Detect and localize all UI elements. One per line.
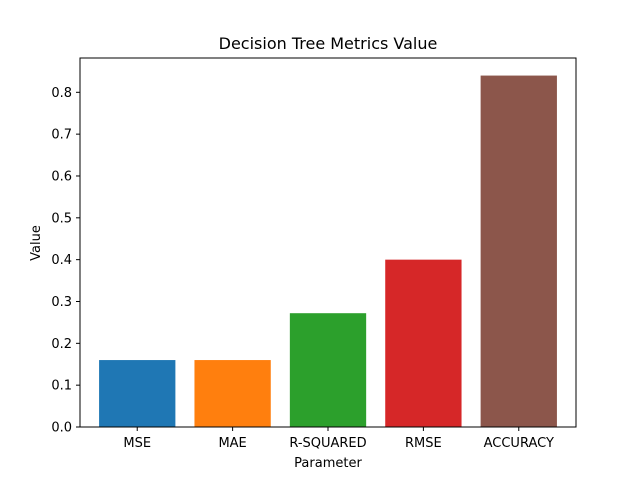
- y-tick-label: 0.4: [51, 253, 72, 268]
- y-axis: 0.0 0.1 0.2 0.3 0.4 0.5 0.6 0.7 0.8: [51, 86, 80, 436]
- axes-frame: [79, 57, 577, 428]
- y-tick-label: 0.0: [51, 421, 72, 436]
- y-tick-label: 0.8: [51, 86, 72, 101]
- y-tick-label: 0.3: [51, 295, 72, 310]
- bar-mae: [194, 360, 271, 427]
- bars-group: [99, 75, 557, 427]
- y-tick-label: 0.2: [51, 337, 72, 352]
- x-tick-label: ACCURACY: [484, 436, 554, 451]
- x-axis-label: Parameter: [294, 456, 362, 471]
- y-tick-label: 0.6: [51, 169, 72, 184]
- bar-accuracy: [480, 75, 557, 427]
- y-axis-label: Value: [29, 225, 44, 261]
- bar-mse: [99, 360, 176, 427]
- bar-r-squared: [289, 313, 367, 427]
- x-axis: MSE MAE R-SQUARED RMSE ACCURACY: [123, 427, 554, 451]
- x-tick-label: MAE: [218, 436, 246, 451]
- y-tick-label: 0.1: [51, 379, 72, 394]
- x-tick-label: R-SQUARED: [289, 436, 366, 451]
- x-tick-label: MSE: [123, 436, 151, 451]
- chart-title: Decision Tree Metrics Value: [219, 34, 438, 53]
- bar-rmse: [385, 259, 462, 427]
- x-tick-label: RMSE: [405, 436, 442, 451]
- y-tick-label: 0.5: [51, 211, 72, 226]
- y-tick-label: 0.7: [51, 128, 72, 143]
